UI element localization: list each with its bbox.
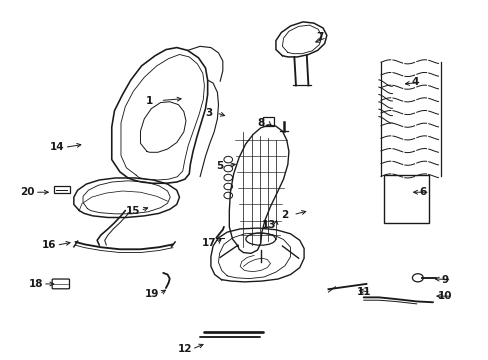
Text: 17: 17 [202, 238, 216, 248]
Text: 1: 1 [146, 95, 153, 105]
Text: 3: 3 [205, 108, 212, 118]
Text: 12: 12 [177, 344, 192, 354]
Text: 20: 20 [20, 187, 35, 197]
Text: 13: 13 [261, 220, 276, 230]
Text: 16: 16 [42, 240, 57, 250]
Text: 11: 11 [356, 287, 370, 297]
Text: 2: 2 [281, 210, 288, 220]
Text: 6: 6 [419, 187, 426, 197]
Text: 15: 15 [126, 206, 141, 216]
Text: 18: 18 [29, 279, 43, 289]
Text: 5: 5 [216, 161, 224, 171]
Text: 14: 14 [50, 143, 65, 152]
Text: 4: 4 [410, 77, 418, 87]
Text: 10: 10 [437, 291, 451, 301]
Text: 9: 9 [441, 275, 447, 285]
Text: 19: 19 [145, 289, 159, 299]
Text: 8: 8 [257, 118, 264, 128]
Text: 7: 7 [316, 32, 324, 42]
